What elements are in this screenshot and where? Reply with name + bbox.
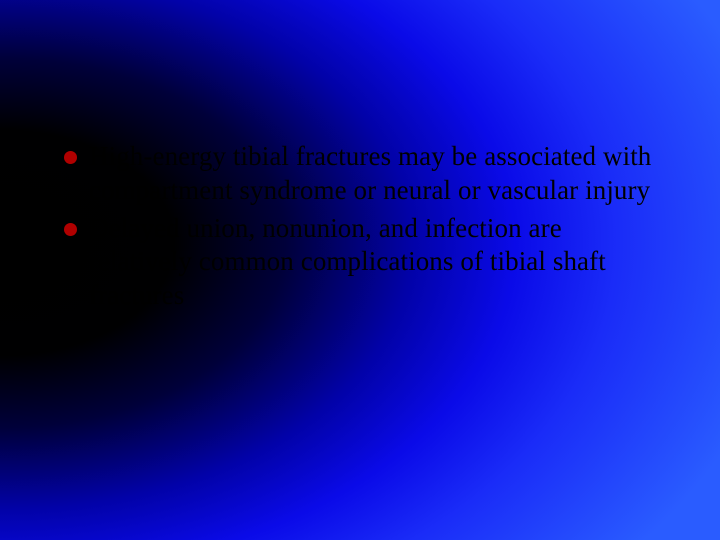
slide-content: High-energy tibial fractures may be asso… (64, 140, 660, 317)
bullet-icon (64, 223, 77, 236)
bullet-text: High-energy tibial fractures may be asso… (89, 140, 660, 208)
list-item: Delayed union, nonunion, and infection a… (64, 212, 660, 313)
list-item: High-energy tibial fractures may be asso… (64, 140, 660, 208)
slide: High-energy tibial fractures may be asso… (0, 0, 720, 540)
bullet-text: Delayed union, nonunion, and infection a… (89, 212, 660, 313)
bullet-icon (64, 151, 77, 164)
